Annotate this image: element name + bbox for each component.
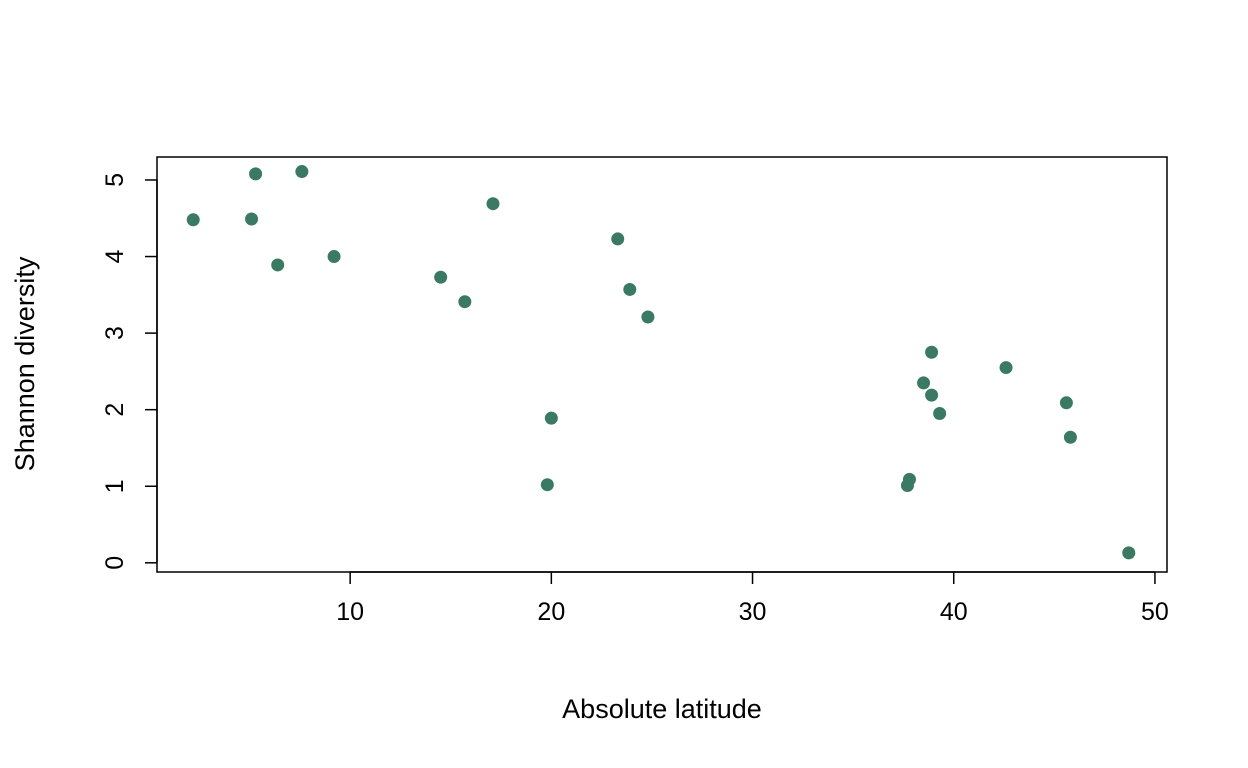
y-tick-label: 3 — [101, 326, 129, 340]
data-point — [544, 411, 558, 425]
x-tick-label: 40 — [940, 598, 968, 626]
data-point — [917, 376, 931, 390]
data-point — [925, 345, 939, 359]
plot-frame — [156, 156, 1168, 573]
data-point — [925, 388, 939, 402]
data-point — [434, 270, 448, 284]
data-point — [327, 250, 341, 264]
data-point — [458, 295, 472, 309]
data-point — [933, 407, 947, 421]
data-point — [611, 232, 625, 246]
x-axis: 10 20 30 40 50 — [336, 571, 1169, 626]
data-points — [186, 165, 1136, 560]
y-axis: 0 1 2 3 4 5 — [101, 173, 158, 570]
data-point — [1122, 546, 1136, 560]
data-point — [540, 478, 554, 492]
x-tick-label: 10 — [336, 598, 364, 626]
y-axis-label: Shannon diversity — [10, 256, 40, 471]
x-tick-label: 20 — [537, 598, 565, 626]
y-tick-label: 5 — [101, 173, 129, 187]
data-point — [1063, 430, 1077, 444]
data-point — [999, 361, 1013, 375]
x-tick-label: 50 — [1141, 598, 1169, 626]
data-point — [249, 167, 263, 181]
x-axis-label: Absolute latitude — [562, 694, 762, 724]
data-point — [186, 213, 200, 227]
y-tick-label: 1 — [101, 479, 129, 493]
y-tick-label: 0 — [101, 556, 129, 570]
y-tick-label: 2 — [101, 403, 129, 417]
x-tick-label: 30 — [739, 598, 767, 626]
data-point — [245, 212, 259, 226]
y-tick-label: 4 — [101, 249, 129, 263]
data-point — [486, 197, 500, 211]
data-point — [902, 472, 916, 486]
data-point — [295, 165, 309, 179]
data-point — [641, 310, 655, 324]
data-point — [623, 282, 637, 296]
data-point — [1059, 396, 1073, 410]
data-point — [271, 258, 285, 272]
